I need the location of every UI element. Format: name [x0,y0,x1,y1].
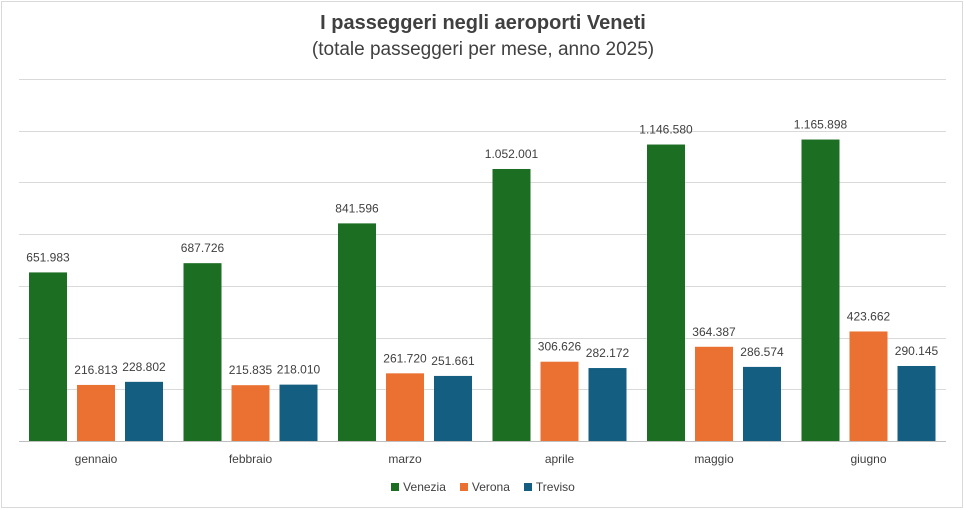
bar-venezia-maggio [647,144,685,442]
data-label-treviso-marzo: 251.661 [431,354,475,368]
data-label-verona-giugno: 423.662 [847,309,891,323]
data-label-treviso-aprile: 282.172 [586,346,630,360]
x-tick-label-marzo: marzo [388,452,422,466]
bar-verona-aprile [540,361,579,441]
chart-subtitle: (totale passeggeri per mese, anno 2025) [311,39,655,60]
legend-item-treviso: Treviso [523,480,575,494]
x-tick-label-gennaio: gennaio [75,452,118,466]
x-tick-label-aprile: aprile [545,452,575,466]
data-label-venezia-gennaio: 651.983 [26,250,70,264]
x-tick-label-maggio: maggio [694,452,734,466]
x-tick-label-giugno: giugno [850,452,886,466]
data-label-verona-febbraio: 215.835 [229,363,273,377]
bar-treviso-maggio [743,366,781,441]
legend-label-verona: Verona [471,480,510,494]
bar-treviso-aprile [588,368,627,441]
data-label-venezia-giugno: 1.165.898 [794,118,848,132]
bar-venezia-gennaio [29,272,67,441]
data-label-treviso-gennaio: 228.802 [122,360,166,374]
bar-treviso-giugno [897,365,936,441]
legend-item-venezia: Venezia [391,480,446,494]
data-label-verona-maggio: 364.387 [692,325,736,339]
x-tick-label-febbraio: febbraio [229,452,273,466]
bar-verona-marzo [386,373,424,441]
data-label-venezia-marzo: 841.596 [335,201,379,215]
legend: Venezia Verona Treviso [2,480,964,494]
legend-swatch-verona [459,483,468,491]
bar-verona-gennaio [77,384,115,441]
chart-title: I passeggeri negli aeroporti Veneti [320,12,646,34]
bar-treviso-marzo [434,375,472,441]
data-label-verona-aprile: 306.626 [538,340,582,354]
bar-venezia-febbraio [183,263,222,441]
bar-venezia-aprile [492,168,531,441]
data-label-treviso-giugno: 290.145 [895,344,939,358]
data-label-treviso-febbraio: 218.010 [277,363,321,377]
bar-treviso-gennaio [125,381,163,441]
bar-verona-maggio [695,346,733,441]
bar-verona-febbraio [231,385,270,441]
legend-swatch-treviso [523,483,532,491]
data-label-venezia-maggio: 1.146.580 [639,123,693,137]
data-label-treviso-maggio: 286.574 [740,345,784,359]
data-label-verona-gennaio: 216.813 [74,363,118,377]
data-label-venezia-aprile: 1.052.001 [485,147,539,161]
data-label-venezia-febbraio: 687.726 [181,241,225,255]
data-label-verona-marzo: 261.720 [383,351,427,365]
legend-label-treviso: Treviso [535,480,575,494]
legend-label-venezia: Venezia [403,480,446,494]
bar-verona-giugno [849,331,888,441]
bar-venezia-giugno [801,139,840,441]
legend-item-verona: Verona [459,480,510,494]
legend-swatch-venezia [391,483,400,491]
bar-treviso-febbraio [279,384,318,441]
bar-venezia-marzo [338,223,376,441]
